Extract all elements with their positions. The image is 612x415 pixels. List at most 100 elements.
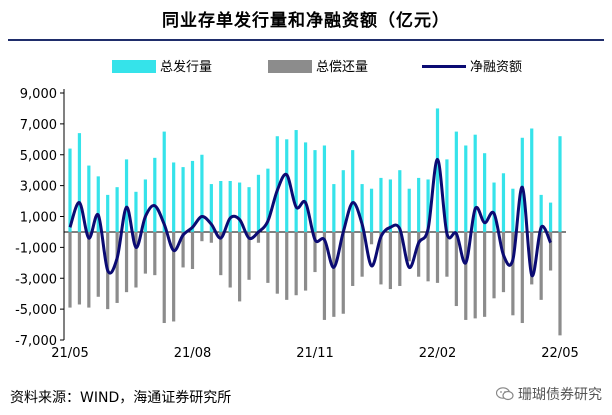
bar-redemption [87, 231, 91, 308]
bar-issuance [379, 177, 383, 232]
y-tick-label: 1,000 [20, 211, 57, 226]
bar-redemption [285, 231, 289, 300]
bar-redemption [219, 231, 223, 276]
bar-redemption [143, 231, 147, 274]
x-tick-label: 22/02 [419, 346, 456, 361]
bar-issuance [303, 142, 308, 232]
title-divider [8, 39, 604, 41]
bar-redemption [341, 231, 345, 314]
bar-issuance [426, 179, 430, 232]
bar-redemption [134, 231, 138, 288]
bar-issuance [153, 157, 157, 232]
bar-redemption [426, 231, 430, 282]
bar-issuance [285, 139, 289, 232]
bar-redemption [303, 231, 308, 291]
bar-redemption [124, 231, 129, 293]
bar-redemption [530, 231, 534, 285]
y-tick-label: 5,000 [20, 149, 57, 164]
bar-issuance [435, 108, 440, 232]
x-tick-label: 21/11 [296, 346, 333, 361]
y-tick-label: 3,000 [20, 180, 57, 195]
bar-redemption [209, 231, 213, 243]
bar-redemption [398, 231, 402, 286]
bar-redemption [483, 231, 487, 317]
bar-issuance [266, 168, 270, 232]
x-axis: 21/05 21/08 21/11 22/02 22/05 [51, 346, 578, 361]
bar-issuance [228, 180, 232, 232]
watermark-text: 珊瑚债券研究 [518, 387, 602, 403]
watermark: 珊瑚债券研究 [496, 384, 602, 404]
bar-redemption [435, 231, 440, 283]
bar-issuance [341, 170, 345, 232]
chart: 总发行量 总偿还量 净融资额 9,000 7,000 5,000 3,000 1,000 -1… [15, 59, 579, 361]
series-net-financing [68, 157, 552, 277]
bar-issuance [162, 131, 166, 232]
y-tick-label: 7,000 [20, 118, 57, 133]
legend-swatch [112, 60, 156, 73]
bar-issuance [219, 180, 223, 232]
bar-issuance [143, 179, 147, 232]
bar-issuance [388, 179, 392, 232]
legend-label: 总发行量 [160, 59, 212, 75]
bar-issuance [492, 182, 496, 232]
bar-redemption [464, 231, 468, 320]
bar-redemption [256, 231, 261, 243]
x-tick-label: 21/05 [51, 346, 88, 361]
bar-redemption [511, 231, 515, 316]
bar-redemption [520, 231, 524, 324]
bar-redemption [322, 231, 327, 320]
bar-redemption [388, 231, 392, 290]
y-tick-label: -5,000 [15, 303, 57, 318]
bar-issuance [473, 134, 477, 232]
bar-redemption [492, 231, 496, 299]
bar-issuance [238, 182, 242, 232]
bar-redemption [548, 231, 553, 271]
x-tick-label: 21/08 [174, 346, 211, 361]
bar-issuance [417, 177, 421, 232]
bar-issuance [464, 145, 468, 232]
bar-redemption [351, 231, 355, 286]
series-issuance [68, 108, 562, 232]
bar-issuance [275, 136, 279, 232]
legend-swatch [268, 60, 312, 73]
bar-redemption [77, 231, 82, 305]
bar-issuance [294, 130, 298, 232]
bar-issuance [209, 184, 213, 232]
bar-issuance [96, 176, 100, 232]
bar-redemption [360, 231, 364, 277]
bar-issuance [68, 148, 72, 232]
bar-redemption [275, 231, 279, 294]
bar-redemption [473, 231, 477, 319]
series-redemption [68, 231, 562, 336]
bar-redemption [172, 231, 176, 322]
bar-redemption [228, 231, 232, 288]
bar-redemption [181, 231, 185, 268]
bar-issuance [548, 202, 553, 232]
y-tick-label: -3,000 [15, 272, 57, 287]
bar-issuance [530, 128, 534, 232]
bar-redemption [96, 231, 100, 297]
bar-issuance [407, 188, 411, 232]
source-note: 资料来源：WIND，海通证券研究所 [10, 390, 232, 406]
legend-label: 净融资额 [470, 60, 522, 75]
y-axis: 9,000 7,000 5,000 3,000 1,000 -1,000 -3,000 -5,… [15, 87, 64, 349]
bar-issuance [454, 131, 458, 232]
bar-issuance [200, 154, 204, 232]
bar-redemption [379, 231, 383, 285]
bar-redemption [238, 231, 242, 302]
bar-redemption [369, 231, 374, 245]
bar-issuance [369, 188, 374, 232]
bar-redemption [539, 231, 543, 300]
bar-issuance [445, 159, 449, 232]
bar-issuance [483, 153, 487, 232]
bar-issuance [256, 174, 261, 232]
bar-issuance [322, 145, 327, 232]
bar-redemption [445, 231, 449, 277]
y-tick-label: 9,000 [20, 87, 57, 102]
bar-redemption [190, 231, 195, 269]
bar-issuance [398, 170, 402, 232]
bar-issuance [115, 187, 119, 232]
bar-redemption [200, 231, 204, 242]
bar-issuance [520, 137, 524, 232]
bar-issuance [124, 159, 129, 232]
